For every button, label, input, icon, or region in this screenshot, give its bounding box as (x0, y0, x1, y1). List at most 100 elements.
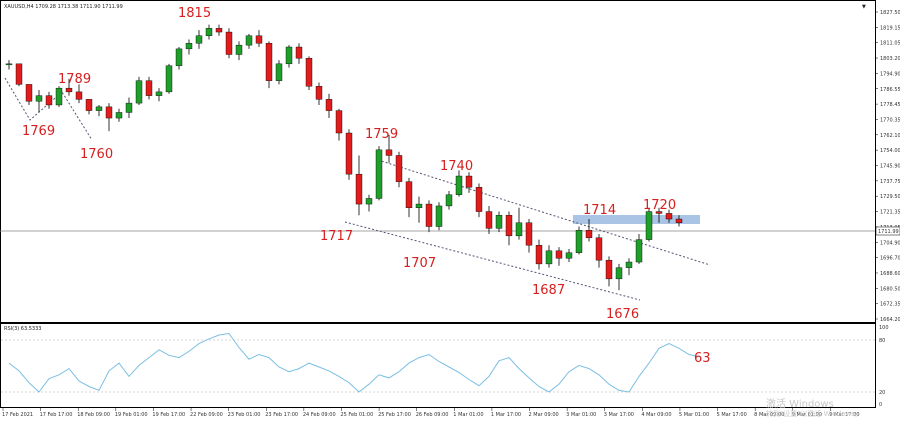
bear-candle[interactable] (335, 110, 343, 134)
bear-candle[interactable] (65, 87, 73, 93)
bear-candle[interactable] (395, 155, 403, 182)
bull-candle[interactable] (455, 175, 463, 195)
price-pane[interactable] (0, 0, 876, 323)
bull-candle[interactable] (135, 80, 143, 104)
bull-candle[interactable] (55, 87, 63, 106)
bear-candle[interactable] (265, 43, 273, 81)
bull-candle[interactable] (185, 43, 193, 50)
bull-candle[interactable] (565, 252, 573, 259)
bear-candle[interactable] (505, 215, 513, 237)
bull-candle[interactable] (615, 267, 623, 280)
bear-candle[interactable] (405, 181, 413, 209)
bear-candle[interactable] (525, 222, 533, 246)
bear-candle[interactable] (75, 91, 83, 100)
bull-candle[interactable] (235, 44, 243, 55)
annotation-1720: 1720 (643, 198, 676, 213)
resistance-zone[interactable] (573, 215, 700, 224)
bear-candle[interactable] (15, 63, 23, 85)
collapse-icon[interactable]: ▼ (862, 4, 866, 10)
bear-candle[interactable] (485, 211, 493, 229)
rsi-pane[interactable] (0, 323, 876, 408)
bull-candle[interactable] (545, 250, 553, 265)
price-tick-label: 1827.50 (880, 10, 900, 16)
annotation-1717: 1717 (320, 229, 353, 244)
time-tick-label: 3 Mar 01:00 (566, 412, 596, 418)
time-tick-label: 2 Mar 09:00 (529, 412, 559, 418)
bull-candle[interactable] (275, 63, 283, 81)
annotation-1760: 1760 (80, 147, 113, 162)
bear-candle[interactable] (605, 259, 613, 280)
bull-candle[interactable] (415, 203, 423, 209)
bear-candle[interactable] (225, 31, 233, 55)
time-tick-label: 5 Mar 01:00 (679, 412, 709, 418)
bear-candle[interactable] (475, 187, 483, 212)
bear-candle[interactable] (45, 95, 53, 106)
time-tick-label: 8 Mar 09:00 (754, 412, 784, 418)
bear-candle[interactable] (255, 35, 263, 44)
rsi-tick-80: 80 (879, 338, 885, 344)
channel-lower-line[interactable] (344, 221, 641, 301)
bear-candle[interactable] (655, 211, 663, 214)
bull-candle[interactable] (365, 198, 373, 205)
bear-candle[interactable] (105, 106, 113, 119)
bear-candle[interactable] (585, 230, 593, 238)
bear-candle[interactable] (345, 132, 353, 175)
bull-candle[interactable] (245, 35, 253, 46)
rsi-line (8, 332, 700, 393)
bear-candle[interactable] (535, 245, 543, 265)
bull-candle[interactable] (635, 239, 643, 263)
time-tick-label: 3 Mar 17:00 (604, 412, 634, 418)
bear-candle[interactable] (385, 149, 393, 156)
bear-candle[interactable] (325, 99, 333, 111)
bear-candle[interactable] (25, 84, 33, 102)
rsi-header: RSI(3) 63.5333 (4, 326, 41, 332)
bear-candle[interactable] (215, 28, 223, 33)
bull-candle[interactable] (495, 215, 503, 229)
time-tick-label: 18 Feb 09:00 (77, 412, 110, 418)
price-tick-label: 1664.20 (880, 317, 900, 323)
bull-candle[interactable] (575, 230, 583, 253)
bull-candle[interactable] (195, 35, 203, 44)
bear-candle[interactable] (465, 175, 473, 188)
bear-candle[interactable] (315, 86, 323, 100)
watermark-subtitle: 转到"设置"以激活 Windows。 (766, 409, 862, 418)
price-tick-label: 1786.55 (880, 87, 900, 93)
bull-candle[interactable] (165, 65, 173, 93)
bull-candle[interactable] (175, 48, 183, 66)
time-axis: 17 Feb 2021 17 Feb 17:00 18 Feb 09:00 19 Fe… (2, 408, 860, 418)
bull-candle[interactable] (285, 46, 293, 65)
bull-candle[interactable] (625, 261, 633, 268)
bear-candle[interactable] (665, 213, 673, 220)
bear-candle[interactable] (295, 46, 303, 59)
bear-candle[interactable] (145, 80, 153, 96)
annotation-1740: 1740 (440, 159, 473, 174)
candlestick-series (5, 24, 683, 291)
zigzag-line[interactable] (4, 77, 93, 141)
bear-candle[interactable] (595, 237, 603, 261)
time-tick-label: 23 Feb 01:00 (228, 412, 261, 418)
bear-candle[interactable] (555, 250, 563, 259)
bull-candle[interactable] (95, 106, 103, 111)
bull-candle[interactable] (445, 194, 453, 207)
bear-candle[interactable] (675, 218, 683, 223)
bull-candle[interactable] (5, 63, 13, 66)
watermark-title: 激活 Windows (766, 397, 834, 410)
rsi-value-annotation: 63 (694, 351, 711, 366)
bull-candle[interactable] (125, 102, 133, 113)
bull-candle[interactable] (205, 28, 213, 36)
bull-candle[interactable] (35, 95, 43, 102)
bull-candle[interactable] (515, 222, 523, 237)
price-tick-label: 1794.90 (880, 71, 900, 77)
bull-candle[interactable] (155, 91, 163, 96)
bull-candle[interactable] (645, 211, 653, 240)
bull-candle[interactable] (375, 149, 383, 199)
bear-candle[interactable] (355, 173, 363, 205)
bull-candle[interactable] (435, 205, 443, 227)
time-tick-label: 23 Feb 17:00 (265, 412, 298, 418)
price-tick-label: 1754.00 (880, 148, 900, 154)
bull-candle[interactable] (115, 112, 123, 119)
bear-candle[interactable] (85, 99, 93, 111)
bear-candle[interactable] (425, 203, 433, 227)
bear-candle[interactable] (305, 58, 313, 87)
